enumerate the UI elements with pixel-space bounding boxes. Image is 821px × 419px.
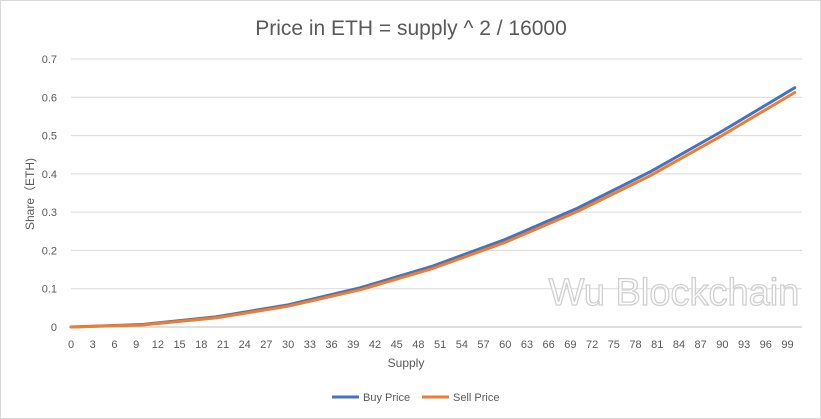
x-tick-label: 75	[608, 339, 620, 351]
x-tick-label: 3	[90, 339, 96, 351]
x-tick-label: 78	[629, 339, 641, 351]
x-tick-label: 54	[456, 339, 468, 351]
x-tick-label: 12	[152, 339, 164, 351]
x-tick-label: 45	[391, 339, 403, 351]
x-tick-label: 18	[195, 339, 207, 351]
x-tick-label: 93	[738, 339, 750, 351]
x-tick-label: 48	[412, 339, 424, 351]
x-tick-label: 72	[586, 339, 598, 351]
y-axis-label: Share（ETH)	[23, 158, 37, 230]
y-tick-label: 0.7	[42, 54, 57, 66]
y-tick-label: 0.1	[42, 284, 57, 296]
x-tick-label: 66	[543, 339, 555, 351]
series-line-sell-price	[69, 91, 797, 329]
gridlines	[71, 58, 802, 328]
x-tick-label: 6	[111, 339, 117, 351]
x-tick-label: 15	[173, 339, 185, 351]
x-tick-label: 60	[499, 339, 511, 351]
x-tick-label: 9	[133, 339, 139, 351]
x-axis-ticks: 0 3 6 9 12 15 18 21 24 27 30 33 36 39 42 45 48 51 54 57 60 63…	[68, 339, 794, 351]
legend-label: Sell Price	[453, 392, 499, 404]
x-tick-label: 90	[716, 339, 728, 351]
watermark: Wu Blockchain	[549, 272, 800, 314]
x-tick-label: 42	[369, 339, 381, 351]
x-tick-label: 39	[347, 339, 359, 351]
x-axis-label: Supply	[388, 356, 425, 370]
x-tick-label: 36	[325, 339, 337, 351]
x-tick-label: 24	[239, 339, 251, 351]
legend-label: Buy Price	[363, 392, 410, 404]
y-tick-label: 0.5	[42, 131, 57, 143]
x-tick-label: 21	[217, 339, 229, 351]
x-tick-label: 30	[282, 339, 294, 351]
x-tick-label: 81	[651, 339, 663, 351]
y-tick-label: 0.6	[42, 92, 57, 104]
x-tick-label: 99	[781, 339, 793, 351]
x-tick-label: 0	[68, 339, 74, 351]
y-tick-label: 0	[51, 322, 57, 334]
y-tick-label: 0.2	[42, 245, 57, 257]
y-tick-label: 0.3	[42, 207, 57, 219]
x-tick-label: 51	[434, 339, 446, 351]
x-tick-label: 63	[521, 339, 533, 351]
series-lines	[69, 86, 797, 329]
x-tick-label: 69	[564, 339, 576, 351]
legend: Buy Price Sell Price	[332, 392, 499, 404]
x-tick-label: 96	[760, 339, 772, 351]
y-axis-ticks: 0 0.1 0.2 0.3 0.4 0.5 0.6 0.7	[42, 54, 57, 334]
x-tick-label: 33	[304, 339, 316, 351]
y-tick-label: 0.4	[42, 169, 57, 181]
x-tick-label: 84	[673, 339, 685, 351]
chart-title: Price in ETH = supply ^ 2 / 16000	[255, 17, 567, 40]
x-tick-label: 27	[260, 339, 272, 351]
x-tick-label: 87	[695, 339, 707, 351]
x-tick-label: 57	[477, 339, 489, 351]
